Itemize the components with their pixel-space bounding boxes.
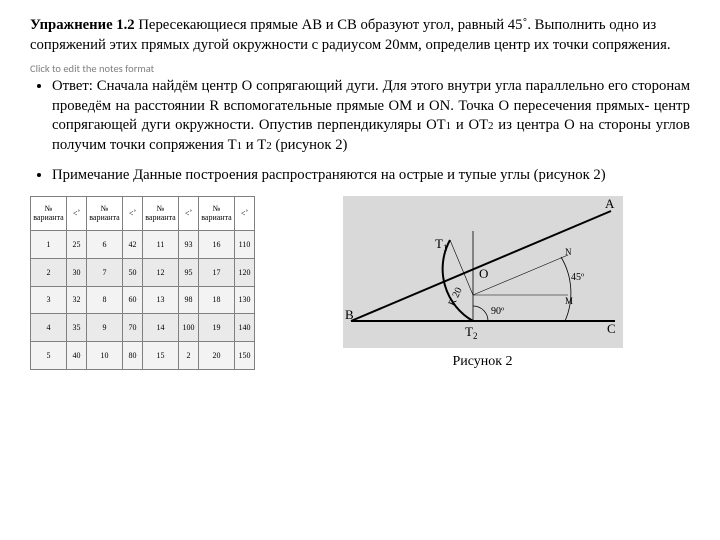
arc-90 (473, 306, 488, 321)
label-M: M (565, 296, 573, 306)
table-cell: 40 (67, 342, 87, 370)
table-cell: 15 (143, 342, 179, 370)
answer-tail: (рисунок 2) (272, 137, 348, 153)
answer-item: Ответ: Сначала найдём центр О сопрягающи… (52, 77, 690, 156)
table-cell: 93 (179, 230, 199, 258)
th-angle-4: <˚ (235, 196, 255, 230)
table-row: 4359701410019140 (31, 314, 255, 342)
table-cell: 70 (123, 314, 143, 342)
table-cell: 3 (31, 286, 67, 314)
label-O: O (479, 266, 488, 281)
figure-svg: A B C O T1 T2 N M 45º 90º R 20 (343, 196, 623, 348)
table-cell: 19 (199, 314, 235, 342)
figure-wrap: A B C O T1 T2 N M 45º 90º R 20 Рисунок 2 (275, 196, 690, 370)
table-cell: 100 (179, 314, 199, 342)
label-45: 45º (571, 272, 584, 283)
label-T2: T2 (465, 324, 477, 341)
table-cell: 98 (179, 286, 199, 314)
table-cell: 10 (87, 342, 123, 370)
label-C: C (607, 321, 616, 336)
note-text: Данные построения распространяются на ос… (133, 167, 606, 183)
figure-2: A B C O T1 T2 N M 45º 90º R 20 (343, 196, 623, 348)
table-cell: 18 (199, 286, 235, 314)
label-A: A (605, 196, 615, 211)
notes-placeholder[interactable]: Click to edit the notes format (30, 62, 690, 75)
table-cell: 140 (235, 314, 255, 342)
table-cell: 20 (199, 342, 235, 370)
table-cell: 42 (123, 230, 143, 258)
table-cell: 50 (123, 258, 143, 286)
table-cell: 95 (179, 258, 199, 286)
table-cell: 11 (143, 230, 179, 258)
content-list: Ответ: Сначала найдём центр О сопрягающи… (30, 77, 690, 186)
th-angle-3: <˚ (179, 196, 199, 230)
table-cell: 32 (67, 286, 87, 314)
label-T1: T1 (435, 236, 447, 253)
table-row: 125642119316110 (31, 230, 255, 258)
table-cell: 25 (67, 230, 87, 258)
table-cell: 60 (123, 286, 143, 314)
exercise-block: Упражнение 1.2 Пересекающиеся прямые АВ … (30, 16, 690, 56)
exercise-label: Упражнение 1.2 (30, 17, 135, 33)
answer-mid3: и Т (242, 137, 266, 153)
table-cell: 80 (123, 342, 143, 370)
table-row: 230750129517120 (31, 258, 255, 286)
table-cell: 1 (31, 230, 67, 258)
table-header-row: № варианта <˚ № варианта <˚ № варианта <… (31, 196, 255, 230)
table-row: 332860139818130 (31, 286, 255, 314)
label-N: N (565, 247, 572, 257)
table-cell: 110 (235, 230, 255, 258)
note-item: Примечание Данные построения распростран… (52, 166, 690, 186)
table-row: 540108015220150 (31, 342, 255, 370)
table-cell: 17 (199, 258, 235, 286)
table-cell: 8 (87, 286, 123, 314)
table-cell: 9 (87, 314, 123, 342)
label-R: R 20 (446, 286, 464, 308)
table-cell: 13 (143, 286, 179, 314)
arc-45 (561, 257, 571, 321)
th-angle-1: <˚ (67, 196, 87, 230)
th-variant-4: № варианта (199, 196, 235, 230)
table-cell: 150 (235, 342, 255, 370)
table-cell: 2 (31, 258, 67, 286)
label-90: 90º (491, 306, 504, 317)
lower-row: № варианта <˚ № варианта <˚ № варианта <… (30, 196, 690, 370)
answer-mid1: и ОТ (451, 117, 488, 133)
th-variant-1: № варианта (31, 196, 67, 230)
table-cell: 14 (143, 314, 179, 342)
variants-table: № варианта <˚ № варианта <˚ № варианта <… (30, 196, 255, 370)
table-cell: 130 (235, 286, 255, 314)
label-B: B (345, 307, 354, 322)
table-cell: 6 (87, 230, 123, 258)
table-cell: 30 (67, 258, 87, 286)
answer-label: Ответ: (52, 78, 93, 94)
table-cell: 16 (199, 230, 235, 258)
figure-caption: Рисунок 2 (343, 354, 623, 370)
table-cell: 2 (179, 342, 199, 370)
th-variant-3: № варианта (143, 196, 179, 230)
th-angle-2: <˚ (123, 196, 143, 230)
table-cell: 4 (31, 314, 67, 342)
table-cell: 5 (31, 342, 67, 370)
table-cell: 7 (87, 258, 123, 286)
note-label: Примечание (52, 167, 129, 183)
table-cell: 12 (143, 258, 179, 286)
table-body: 1256421193161102307501295171203328601398… (31, 230, 255, 369)
table-cell: 120 (235, 258, 255, 286)
th-variant-2: № варианта (87, 196, 123, 230)
table-cell: 35 (67, 314, 87, 342)
